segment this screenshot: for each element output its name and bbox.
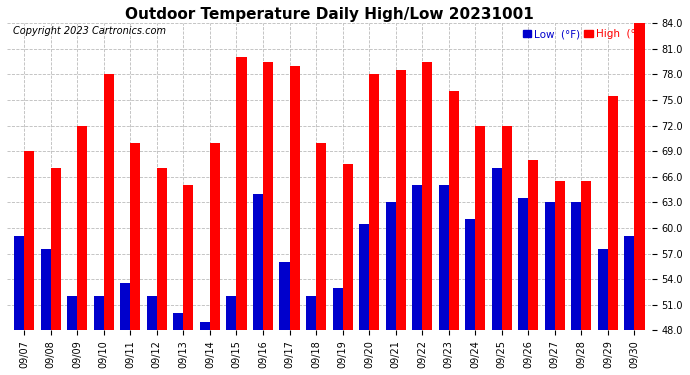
Bar	[333, 288, 343, 330]
Bar	[545, 202, 555, 330]
Bar	[263, 62, 273, 330]
Bar	[465, 219, 475, 330]
Bar	[635, 23, 644, 330]
Bar	[184, 185, 193, 330]
Title: Outdoor Temperature Daily High/Low 20231001: Outdoor Temperature Daily High/Low 20231…	[125, 7, 533, 22]
Bar	[316, 142, 326, 330]
Legend: Low  (°F), High  (°F): Low (°F), High (°F)	[522, 28, 647, 40]
Bar	[226, 296, 237, 330]
Bar	[555, 181, 565, 330]
Bar	[386, 202, 395, 330]
Bar	[598, 249, 608, 330]
Bar	[120, 284, 130, 330]
Bar	[412, 185, 422, 330]
Bar	[422, 62, 432, 330]
Bar	[290, 66, 299, 330]
Bar	[237, 57, 246, 330]
Bar	[502, 126, 512, 330]
Bar	[130, 142, 140, 330]
Bar	[475, 126, 485, 330]
Bar	[582, 181, 591, 330]
Bar	[492, 168, 502, 330]
Text: Copyright 2023 Cartronics.com: Copyright 2023 Cartronics.com	[13, 26, 166, 36]
Bar	[343, 164, 353, 330]
Bar	[51, 168, 61, 330]
Bar	[104, 74, 114, 330]
Bar	[210, 142, 220, 330]
Bar	[608, 96, 618, 330]
Bar	[359, 224, 369, 330]
Bar	[173, 313, 184, 330]
Bar	[24, 151, 34, 330]
Bar	[200, 322, 210, 330]
Bar	[529, 160, 538, 330]
Bar	[439, 185, 449, 330]
Bar	[571, 202, 582, 330]
Bar	[253, 194, 263, 330]
Bar	[448, 92, 459, 330]
Bar	[306, 296, 316, 330]
Bar	[518, 198, 529, 330]
Bar	[94, 296, 104, 330]
Bar	[279, 262, 290, 330]
Bar	[77, 126, 88, 330]
Bar	[14, 237, 24, 330]
Bar	[147, 296, 157, 330]
Bar	[624, 237, 635, 330]
Bar	[41, 249, 51, 330]
Bar	[157, 168, 167, 330]
Bar	[395, 70, 406, 330]
Bar	[67, 296, 77, 330]
Bar	[369, 74, 380, 330]
